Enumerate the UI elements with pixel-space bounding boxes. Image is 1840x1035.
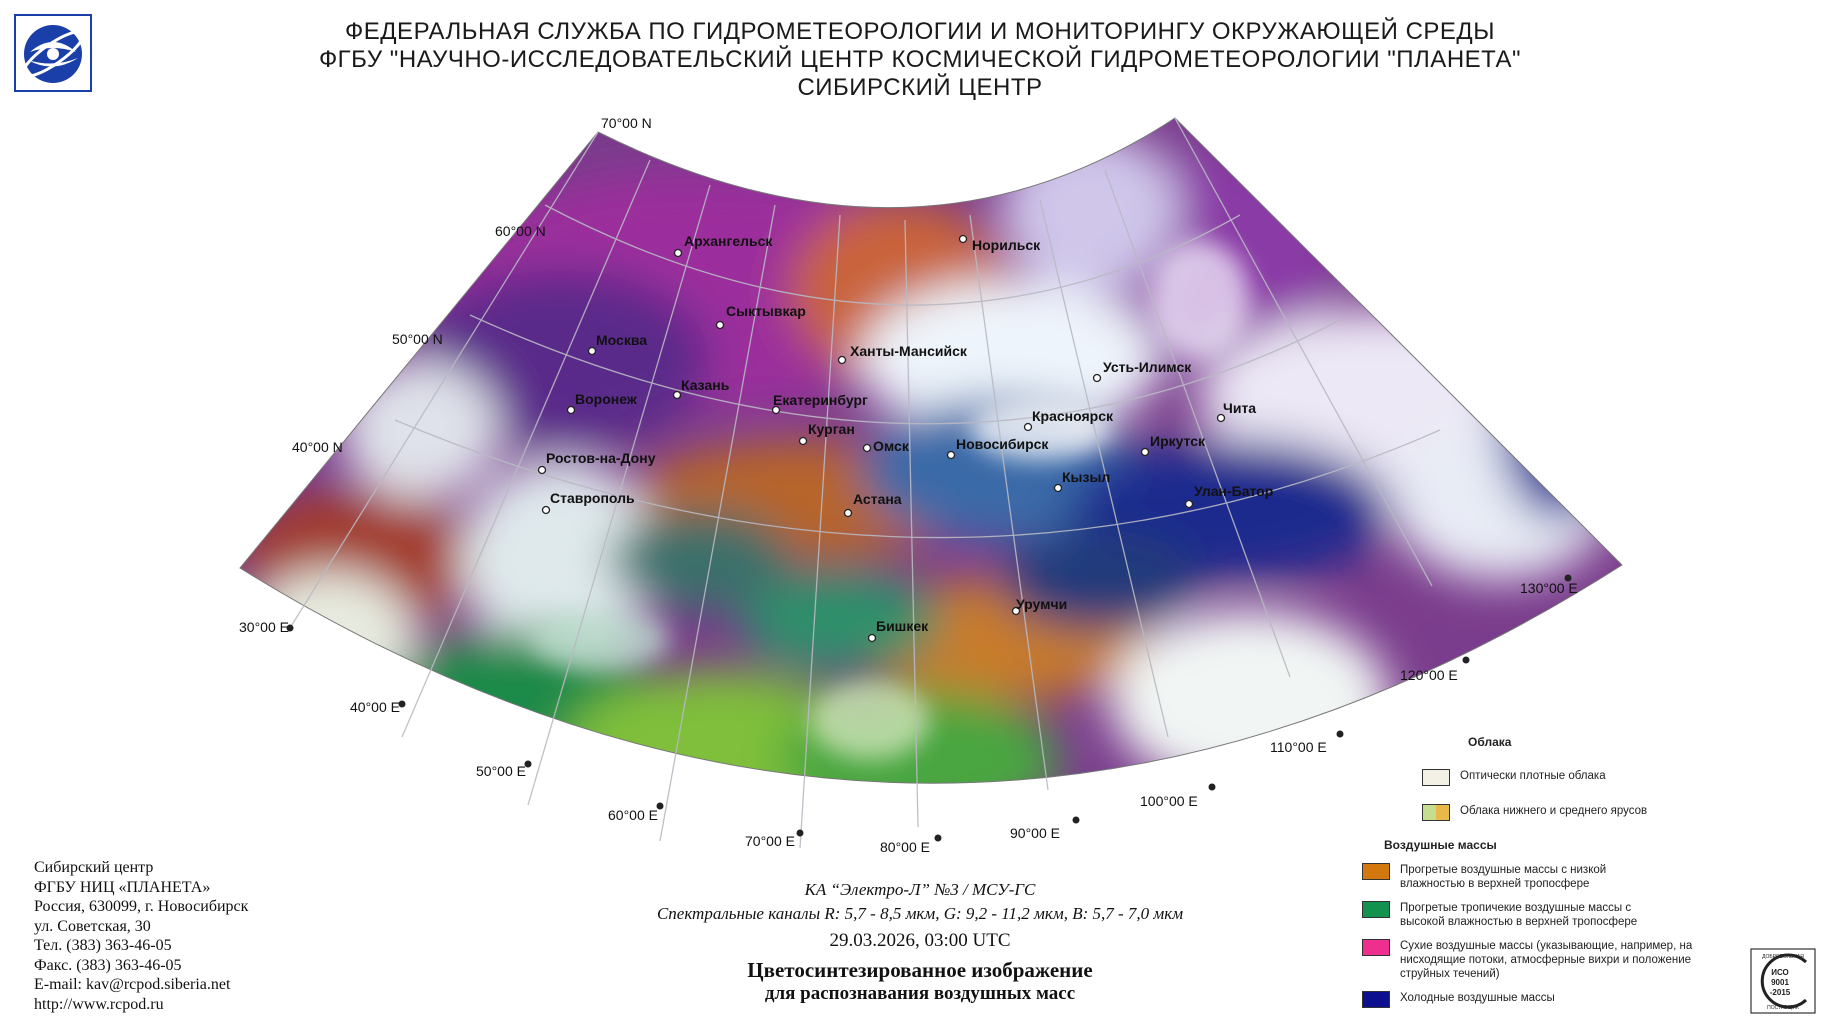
city-urumqi: Урумчи [1016,596,1067,612]
lon-label-130: 130°00 E [1520,580,1578,596]
city-syktyvkar: Сыктывкар [726,303,806,319]
lat-label-70: 70°00 N [601,115,652,131]
header-line2: ФГБУ "НАУЧНО-ИССЛЕДОВАТЕЛЬСКИЙ ЦЕНТР КОС… [318,46,1522,73]
legend-dry: Сухие воздушные массы (указывающие, напр… [1362,939,1742,981]
header-line3: СИБИРСКИЙ ЦЕНТР [797,74,1043,101]
header-line1: ФЕДЕРАЛЬНАЯ СЛУЖБА ПО ГИДРОМЕТЕОРОЛОГИИ … [345,18,1495,45]
contact-line2: ФГБУ НИЦ «ПЛАНЕТА» [34,878,211,896]
satellite-caption: КА “Электро-Л” №3 / МСУ-ГС [804,880,1036,899]
city-labels: Архангельск Норильск Сыктывкар Москва Ха… [546,233,1273,634]
iso-top-text: ДОБРОВОЛЬНАЯ [1762,954,1804,960]
lon-label-90: 90°00 E [1010,825,1060,841]
city-ulan-bator: Улан-Батор [1194,483,1273,499]
iso-text-1: ИСО [1771,968,1789,977]
city-omsk: Омск [873,438,910,454]
legend-cold: Холодные воздушные массы [1362,991,1742,1008]
lon-label-80: 80°00 E [880,839,930,855]
iso-bottom-text: ПОСТАВЩИК [1767,1005,1799,1011]
contact-block: Сибирский центр ФГБУ НИЦ «ПЛАНЕТА» Росси… [34,858,248,1014]
city-chita: Чита [1223,400,1256,416]
planeta-logo [14,14,92,92]
city-voronezh: Воронеж [575,391,638,407]
city-rostov-na-donu: Ростов-на-Дону [546,450,656,466]
legend-dense-clouds: Оптически плотные облака [1422,769,1802,786]
graticule [289,117,1441,849]
iso-text-2: 9001 [1771,978,1789,987]
contact-line4: ул. Советская, 30 [34,917,151,935]
city-novosibirsk: Новосибирск [956,436,1049,452]
legend-label-warm-dry: Прогретые воздушные массы с низкой влажн… [1400,864,1607,890]
lon-label-60: 60°00 E [608,807,658,823]
city-ust-ilimsk: Усть-Илимск [1103,359,1192,375]
legend-clouds-heading: Облака [1468,735,1512,749]
lat-label-40: 40°00 N [292,439,343,455]
legend-airmass-heading: Воздушные массы [1384,838,1497,852]
lat-label-60: 60°00 N [495,223,546,239]
city-ekaterinburg: Екатеринбург [773,392,868,408]
contact-phone: Тел. (383) 363-46-05 [34,937,172,954]
channels-caption: Спектральные каналы R: 5,7 - 8,5 мкм, G:… [656,904,1184,923]
iso-certification-badge: ДОБРОВОЛЬНАЯ ИСО 9001 -2015 ПОСТАВЩИК [1750,948,1816,1014]
contact-line1: Сибирский центр [34,859,154,876]
legend-label-low-mid-clouds: Облака нижнего и среднего ярусов [1460,805,1648,817]
city-bishkek: Бишкек [876,618,929,634]
city-arkhangelsk: Архангельск [684,233,773,249]
legend-swatch-dry [1362,939,1390,956]
contact-email: E-mail: kav@rcpod.siberia.net [34,976,231,993]
datetime-caption: 29.03.2026, 03:00 UTC [829,930,1011,951]
legend-swatch-cold [1362,991,1390,1008]
lat-label-50: 50°00 N [392,331,443,347]
image-title-line2: для распознавания воздушных масс [764,983,1076,1004]
legend-swatch-warm-dry [1362,863,1390,880]
city-kazan: Казань [681,377,730,393]
satellite-imagery [240,118,1622,784]
legend-label-dry: Сухие воздушные массы (указывающие, напр… [1400,940,1693,980]
lon-label-120: 120°00 E [1400,667,1458,683]
lon-label-110: 110°00 E [1270,739,1327,755]
image-title-line1: Цветосинтезированное изображение [747,958,1093,982]
lon-label-70: 70°00 E [745,833,795,849]
legend-warm-dry: Прогретые воздушные массы с низкой влажн… [1362,863,1662,891]
header: ФЕДЕРАЛЬНАЯ СЛУЖБА ПО ГИДРОМЕТЕОРОЛОГИИ … [260,18,1580,102]
legend-warm-tropical: Прогретые тропичекие воздушные массы с в… [1362,901,1672,929]
contact-line3: Россия, 630099, г. Новосибирск [34,898,249,915]
legend-swatch-warm-tropical [1362,901,1390,918]
contact-website: http://www.rcpod.ru [34,995,164,1013]
legend-label-cold: Холодные воздушные массы [1400,992,1555,1004]
legend-low-mid-clouds: Облака нижнего и среднего ярусов [1422,804,1802,821]
legend-swatch-low-mid-clouds [1422,804,1450,821]
city-khanty-mansiysk: Ханты-Мансийск [850,343,968,359]
city-norilsk: Норильск [972,237,1041,253]
city-irkutsk: Иркутск [1150,433,1206,449]
legend-label-warm-tropical: Прогретые тропичекие воздушные массы с в… [1400,902,1638,928]
lon-label-100: 100°00 E [1140,793,1198,809]
lon-label-50: 50°00 E [476,763,526,779]
iso-text-3: -2015 [1770,988,1791,997]
city-markers [537,234,1226,643]
lon-label-30: 30°00 E [239,619,289,635]
legend-label-dense-clouds: Оптически плотные облака [1460,770,1606,782]
city-stavropol: Ставрополь [550,490,635,506]
lon-label-40: 40°00 E [350,699,400,715]
city-krasnoyarsk: Красноярск [1032,408,1114,424]
legend-swatch-dense-clouds [1422,769,1450,786]
city-moscow: Москва [596,332,647,348]
city-kyzyl: Кызыл [1062,469,1110,485]
city-astana: Астана [853,491,902,507]
contact-fax: Факс. (383) 363-46-05 [34,956,182,974]
city-kurgan: Курган [808,421,855,437]
